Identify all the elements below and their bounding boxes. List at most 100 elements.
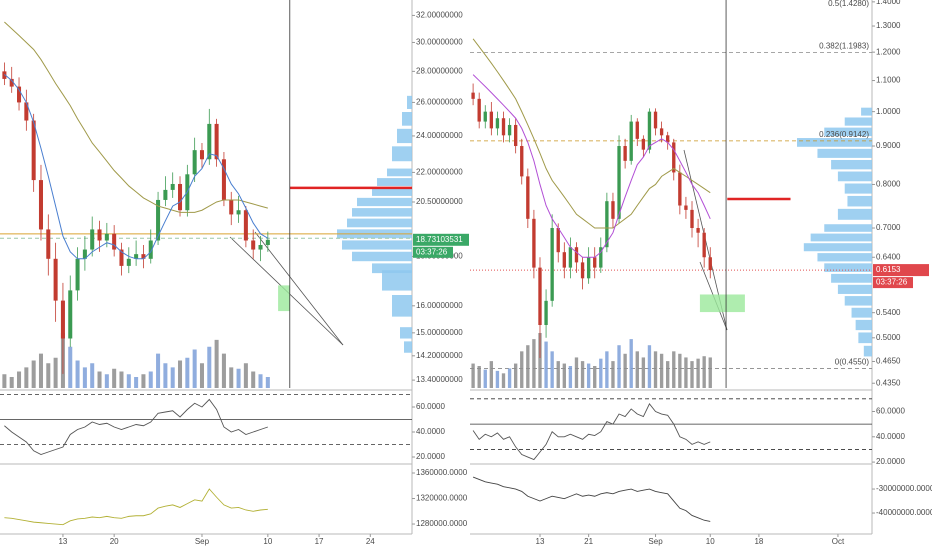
candle-body — [580, 262, 585, 279]
x-tick-label: 17 — [315, 537, 324, 546]
volume-bar — [207, 346, 212, 388]
volume-profile-bar — [377, 178, 412, 186]
candle-body — [148, 240, 153, 259]
volume-profile-bar — [404, 341, 412, 353]
candle-body — [82, 249, 87, 259]
y-tick-label: 1.2000 — [876, 47, 901, 56]
volume-bar — [2, 374, 7, 388]
volume-bar — [483, 369, 487, 388]
plot-area — [470, 0, 872, 388]
y-tick-label: 28.00000000 — [416, 66, 463, 75]
indicator-line — [4, 398, 268, 455]
x-tick-label: 20 — [110, 537, 119, 546]
volume-bar — [605, 351, 609, 388]
fib-label: 0.5(1.4280) — [828, 0, 869, 8]
volume-bar — [526, 345, 530, 388]
candle-body — [53, 258, 58, 301]
candle-body — [207, 123, 212, 160]
volume-profile-bar — [858, 332, 872, 344]
candle-body — [178, 183, 183, 211]
volume-profile-bar — [844, 117, 872, 126]
volume-bar — [684, 357, 688, 388]
x-tick-label: 18 — [754, 537, 763, 546]
countdown-tag — [413, 246, 453, 258]
volume-profile-bar — [824, 127, 872, 137]
volume-bar — [580, 361, 585, 388]
pane: -30000000.0000 -40000000.0000 — [472, 476, 932, 522]
volume-bar — [629, 339, 633, 388]
volume-bar — [574, 357, 579, 388]
candle-body — [471, 92, 475, 99]
volume-bar — [9, 377, 14, 388]
volume-bar — [477, 366, 481, 388]
x-tick-label: 10 — [263, 537, 272, 546]
volume-profile-bar — [372, 187, 412, 196]
candle-body — [635, 121, 639, 139]
candle-body — [97, 229, 102, 241]
candle-body — [562, 252, 566, 268]
candle-body — [702, 232, 706, 258]
volume-bar — [68, 346, 73, 388]
moving-average — [4, 21, 268, 213]
y-tick-label: 0.8000 — [876, 180, 901, 189]
candle-body — [501, 118, 506, 136]
volume-bar — [192, 349, 197, 388]
plot-area — [472, 476, 711, 522]
volume-profile-bar — [803, 243, 872, 252]
y-tick-label: 40.0000 — [416, 427, 445, 436]
candle-body — [251, 240, 256, 250]
volume-profile-bar — [797, 138, 872, 147]
volume-bar — [126, 374, 131, 388]
y-tick-label: 16.00000000 — [416, 301, 463, 310]
candle-body — [46, 229, 51, 259]
y-tick-label: 13.40000000 — [416, 375, 463, 384]
volume-bar — [550, 351, 554, 388]
x-tick-label: 13 — [58, 537, 67, 546]
candle-body — [243, 210, 248, 241]
y-tick-label: 1.4000 — [876, 0, 901, 6]
volume-bar — [708, 357, 712, 388]
volume-bar — [544, 341, 548, 388]
plot-area — [4, 488, 268, 526]
zone-box — [699, 294, 745, 313]
volume-profile-bar — [400, 327, 412, 339]
candle-body — [586, 257, 591, 279]
zone-box — [278, 285, 290, 312]
pane: 32.00000000 30.00000000 28.00000000 26.0000… — [0, 0, 469, 546]
y-tick-label: 20.50000000 — [416, 197, 463, 206]
volume-bar — [532, 339, 536, 388]
volume-bar — [148, 371, 153, 388]
candle-body — [708, 257, 712, 271]
indicator-line — [472, 476, 711, 522]
volume-bar — [75, 360, 80, 388]
y-tick-label: 0.6400 — [876, 252, 901, 261]
volume-bar — [513, 363, 518, 388]
volume-bar — [112, 368, 117, 388]
y-tick-label: 24.00000000 — [416, 131, 463, 140]
volume-bar — [586, 363, 591, 388]
y-tick-label: 60.0000 — [876, 407, 905, 416]
volume-bar — [90, 363, 95, 388]
indicator-line — [472, 403, 711, 461]
price-tag — [873, 264, 929, 277]
y-tick-label: -40000000.0000 — [876, 508, 932, 517]
y-tick-label: 1.0000 — [876, 107, 901, 116]
candle-body — [229, 199, 234, 215]
y-tick-label: 15.00000000 — [416, 328, 463, 337]
price-tag-label: 0.6153 — [876, 265, 901, 274]
candle-body — [236, 210, 241, 215]
volume-profile-bar — [402, 112, 412, 126]
candle-body — [690, 209, 694, 229]
y-tick-label: 20.0000 — [416, 452, 445, 461]
volume-profile-bar — [851, 307, 872, 318]
candle-body — [134, 254, 139, 259]
volume-profile-bar — [844, 296, 872, 306]
candle-body — [156, 199, 161, 241]
volume-bar — [666, 361, 670, 388]
volume-bar — [24, 367, 29, 388]
volume-bar — [17, 371, 22, 388]
x-tick-label: 24 — [366, 537, 375, 546]
candle-body — [605, 201, 609, 248]
plot-area — [470, 398, 872, 461]
